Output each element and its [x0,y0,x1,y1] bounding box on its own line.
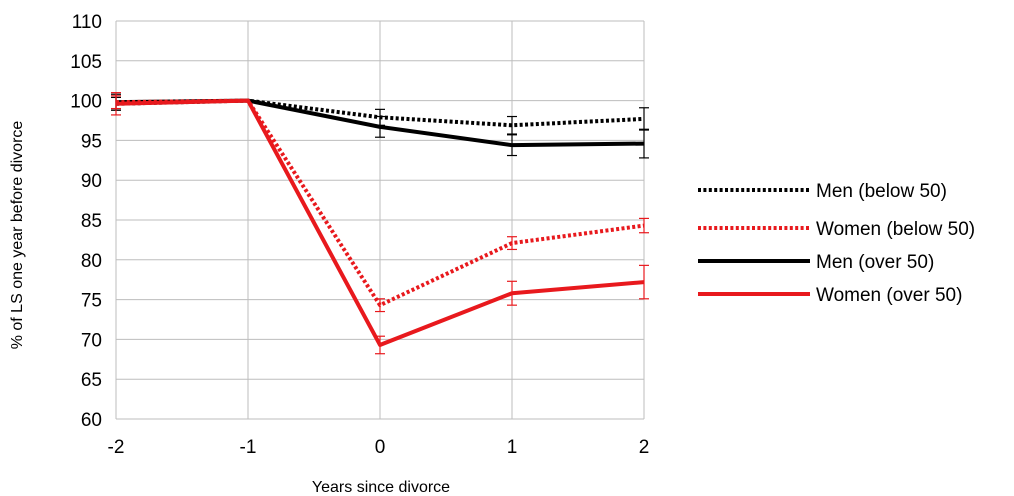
legend: Men (below 50) Women (below 50) Men (over … [698,181,975,306]
x-tick-label: -2 [108,437,125,458]
series-women-below-50 [111,95,649,313]
legend-label: Women (below 50) [816,219,975,240]
y-tick-label: 70 [81,330,102,351]
x-axis-title: Years since divorce [312,479,450,496]
y-tick-label: 90 [81,171,102,192]
x-axis-tick-labels: -2 -1 0 1 2 [108,437,650,458]
legend-label: Men (below 50) [816,181,947,202]
y-tick-label: 65 [81,370,102,391]
y-tick-label: 85 [81,211,102,232]
x-tick-label: -1 [240,437,257,458]
y-axis-tick-labels: 60 65 70 75 80 85 90 95 100 105 110 [70,12,102,431]
legend-label: Men (over 50) [816,252,934,273]
y-axis-title: % of LS one year before divorce [9,121,26,350]
series-group [111,92,649,355]
y-tick-label: 95 [81,131,102,152]
x-tick-label: 1 [507,437,518,458]
y-tick-label: 105 [70,52,102,73]
y-tick-label: 60 [81,410,102,431]
y-tick-label: 75 [81,291,102,312]
x-tick-label: 0 [375,437,386,458]
y-tick-label: 80 [81,251,102,272]
gridlines [115,20,645,420]
y-tick-label: 110 [72,12,102,33]
legend-label: Women (over 50) [816,285,962,306]
y-tick-label: 100 [70,92,102,113]
x-tick-label: 2 [639,437,650,458]
